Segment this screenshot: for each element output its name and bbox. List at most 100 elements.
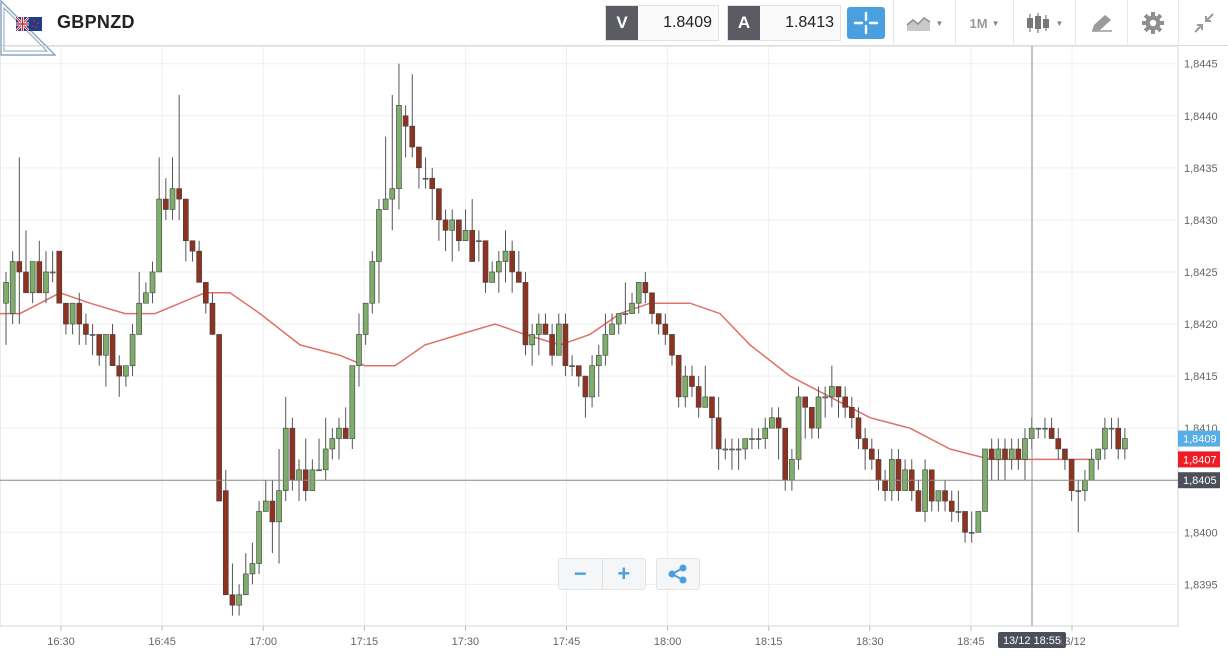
candle-body <box>729 448 735 451</box>
y-tick-label: 1,8430 <box>1184 215 1218 227</box>
candle-body <box>176 188 182 200</box>
candle-body <box>689 375 695 387</box>
candle-body <box>935 490 942 502</box>
candle-body <box>489 271 495 283</box>
candle <box>409 74 416 158</box>
candle-body <box>316 469 322 472</box>
buy-tag: A <box>728 6 760 40</box>
candle-body <box>362 302 369 335</box>
candle-body <box>522 282 529 346</box>
candle <box>555 313 562 356</box>
candle <box>609 313 615 335</box>
candle <box>316 438 322 472</box>
candle-body <box>582 375 589 398</box>
x-tick-label: 17:30 <box>452 636 480 648</box>
candle-body <box>589 365 595 398</box>
candle-body <box>749 438 755 440</box>
candle <box>922 459 928 522</box>
candle <box>476 230 482 262</box>
price-label-text: 1,8407 <box>1183 454 1217 466</box>
candle <box>775 407 782 460</box>
y-tick-label: 1,8395 <box>1184 579 1218 591</box>
candle-body <box>502 250 509 262</box>
candle-body <box>63 302 69 325</box>
sell-quote[interactable]: V 1.8409 <box>605 5 719 41</box>
candle-body <box>709 396 715 419</box>
candle-body <box>143 292 149 304</box>
candle <box>422 157 429 189</box>
candle-body <box>389 188 396 200</box>
candle-body <box>1055 438 1062 450</box>
candle <box>562 313 569 377</box>
chart-type-area-button[interactable]: ▼ <box>893 0 955 46</box>
candle <box>1082 469 1088 502</box>
candle <box>309 459 316 491</box>
symbol-name: GBPNZD <box>57 12 135 32</box>
candle <box>1048 417 1055 439</box>
candle <box>875 448 882 491</box>
candle-body <box>1108 427 1115 430</box>
candle <box>642 271 649 304</box>
collapse-button[interactable] <box>1178 0 1228 46</box>
candle <box>1055 428 1062 460</box>
candle-body <box>189 240 196 252</box>
candlestick-chart[interactable]: 13/12 18:55 1,8445 1,8440 1,8435 1,8430 1,84… <box>0 46 1228 657</box>
candle-body <box>43 271 49 294</box>
candle-body <box>1082 479 1088 491</box>
x-tick-label: 13/12 <box>1058 636 1086 648</box>
candle-body <box>735 448 742 451</box>
candle <box>509 240 515 293</box>
drawing-tools-button[interactable] <box>1075 0 1127 46</box>
candle <box>915 480 922 512</box>
candle-body <box>1035 427 1042 430</box>
y-tick-label: 1,8415 <box>1184 371 1218 383</box>
timeframe-selector[interactable]: 1M ▼ <box>955 0 1013 46</box>
candle <box>735 438 742 470</box>
candle-body <box>835 386 842 398</box>
candle <box>695 376 702 418</box>
crosshair-button[interactable] <box>847 7 885 39</box>
candle-body <box>762 427 769 439</box>
candle-body <box>382 198 389 210</box>
area-chart-icon <box>906 17 930 31</box>
candle-body <box>809 407 815 429</box>
candle <box>29 261 36 304</box>
candle-body <box>549 334 555 356</box>
candle-body <box>256 511 262 564</box>
candle <box>289 417 296 491</box>
candle-body <box>575 365 582 377</box>
candle <box>702 365 709 408</box>
candle <box>49 251 56 283</box>
x-tick-label: 16:30 <box>47 636 75 648</box>
candle <box>789 448 795 491</box>
candle <box>83 313 89 345</box>
candle-body <box>342 427 349 439</box>
candle-body <box>962 511 968 533</box>
candle <box>602 313 609 366</box>
candle <box>502 230 509 283</box>
candle <box>129 324 136 377</box>
candle <box>123 365 129 387</box>
candle <box>569 355 575 377</box>
candle-body <box>635 282 642 304</box>
candle-body <box>376 209 382 262</box>
candle <box>176 94 182 220</box>
candle <box>1095 448 1102 470</box>
candle-body <box>242 573 249 596</box>
candle-body <box>116 365 123 377</box>
zoom-out-button[interactable]: − <box>573 561 587 586</box>
zoom-in-button[interactable]: + <box>601 559 646 589</box>
candle-body <box>782 427 789 481</box>
candlestick-type-button[interactable]: ▼ <box>1013 0 1075 46</box>
candle <box>1002 438 1008 481</box>
candle <box>482 240 489 293</box>
settings-button[interactable] <box>1127 0 1178 46</box>
candle-body <box>595 354 602 366</box>
share-button[interactable] <box>656 558 700 590</box>
pencil-icon <box>1091 15 1112 32</box>
chevron-down-icon: ▼ <box>1055 18 1064 28</box>
candle <box>809 407 815 439</box>
candle <box>829 365 835 408</box>
buy-quote[interactable]: A 1.8413 <box>727 5 841 41</box>
candle-body <box>1075 490 1082 492</box>
